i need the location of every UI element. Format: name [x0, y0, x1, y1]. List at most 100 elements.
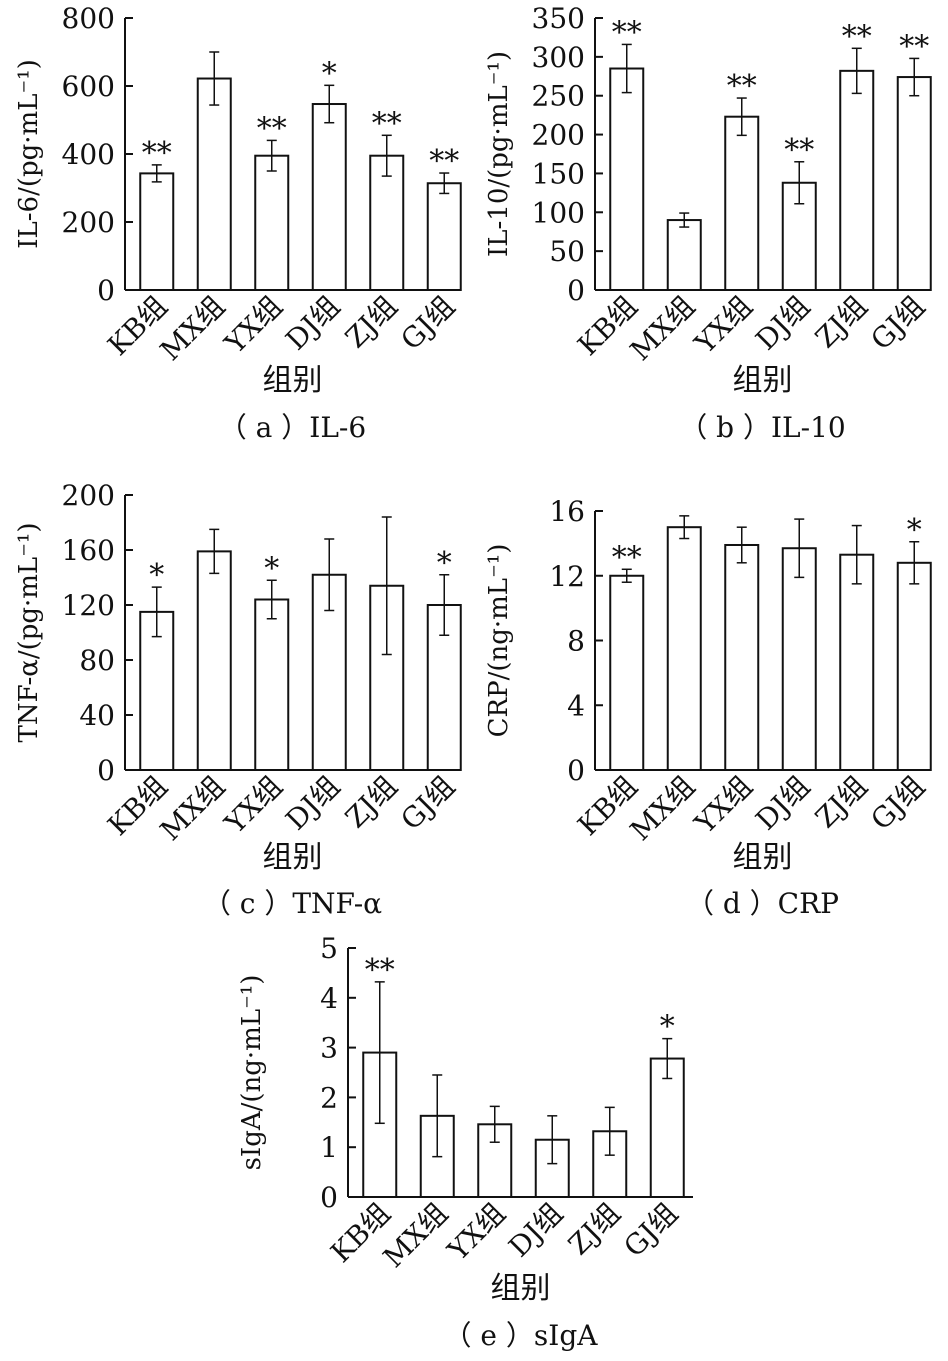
chart-caption: （ b ）IL-10 — [679, 411, 845, 444]
x-tick-label: GJ组 — [617, 1197, 684, 1264]
significance-mark: * — [660, 1010, 675, 1045]
significance-mark: * — [907, 513, 922, 548]
y-axis-label: TNF-α/(pg·mL⁻¹) — [14, 523, 44, 743]
y-tick-label: 0 — [567, 274, 585, 307]
significance-mark: * — [322, 56, 337, 91]
bar-YX组 — [724, 115, 760, 291]
y-tick-label: 1 — [320, 1131, 338, 1164]
x-tick-label: DJ组 — [279, 290, 346, 357]
x-tick-label: ZJ组 — [809, 770, 874, 835]
chart-caption: （ d ）CRP — [686, 887, 839, 920]
bar-ZJ组 — [839, 69, 875, 291]
x-tick-label: MX组 — [154, 770, 232, 848]
y-tick-label: 4 — [567, 689, 585, 722]
x-axis-label: 组别 — [733, 840, 793, 875]
y-axis-label: IL-6/(pg·mL⁻¹) — [14, 59, 44, 249]
y-tick-label: 350 — [532, 2, 585, 35]
x-tick-label: YX组 — [688, 290, 759, 361]
x-tick-label: DJ组 — [749, 770, 816, 837]
chart-panel-5: 012345sIgA/(ng·mL⁻¹)**KB组MX组YX组DJ组ZJ组*GJ… — [237, 932, 693, 1352]
y-tick-label: 300 — [532, 41, 585, 74]
bar-YX组 — [254, 598, 290, 771]
chart-caption: （ e ）sIgA — [444, 1319, 599, 1352]
bar-ZJ组 — [369, 154, 405, 291]
y-tick-label: 80 — [79, 644, 115, 677]
x-tick-label: ZJ组 — [339, 770, 404, 835]
x-axis-label: 组别 — [263, 840, 323, 875]
y-tick-label: 4 — [320, 982, 338, 1015]
y-tick-label: 0 — [97, 754, 115, 787]
bar-MX组 — [666, 219, 702, 291]
chart-caption: （ c ）TNF-α — [203, 887, 382, 920]
x-tick-label: YX组 — [218, 770, 289, 841]
y-tick-label: 160 — [62, 534, 115, 567]
bar-DJ组 — [311, 103, 347, 291]
y-tick-label: 150 — [532, 157, 585, 190]
x-tick-label: YX组 — [441, 1197, 512, 1268]
bar-GJ组 — [426, 182, 462, 292]
chart-caption: （ a ）IL-6 — [219, 411, 366, 444]
x-tick-label: MX组 — [624, 290, 702, 368]
x-tick-label: ZJ组 — [562, 1197, 627, 1262]
y-tick-label: 50 — [549, 235, 585, 268]
bar-GJ组 — [896, 561, 932, 771]
bar-DJ组 — [781, 547, 817, 772]
x-tick-label: ZJ组 — [339, 290, 404, 355]
significance-mark: ** — [727, 69, 757, 104]
y-tick-label: 400 — [62, 138, 115, 171]
significance-mark: ** — [429, 144, 459, 179]
y-tick-label: 12 — [549, 560, 585, 593]
x-tick-label: MX组 — [154, 290, 232, 368]
bar-MX组 — [196, 550, 232, 771]
x-tick-label: GJ组 — [394, 290, 461, 357]
significance-mark: ** — [842, 19, 872, 54]
bar-MX组 — [196, 77, 232, 291]
y-tick-label: 5 — [320, 932, 338, 965]
significance-mark: ** — [142, 136, 172, 171]
significance-mark: * — [264, 551, 279, 586]
bar-GJ组 — [426, 604, 462, 771]
x-tick-label: YX组 — [688, 770, 759, 841]
y-tick-label: 0 — [567, 754, 585, 787]
y-tick-label: 100 — [532, 196, 585, 229]
x-tick-label: MX组 — [377, 1197, 455, 1275]
bar-ZJ组 — [839, 553, 875, 771]
y-tick-label: 0 — [320, 1181, 338, 1214]
significance-mark: ** — [372, 106, 402, 141]
bar-KB组 — [139, 610, 175, 771]
x-tick-label: GJ组 — [864, 290, 931, 357]
y-tick-label: 8 — [567, 625, 585, 658]
x-tick-label: GJ组 — [394, 770, 461, 837]
x-tick-label: DJ组 — [502, 1197, 569, 1264]
significance-mark: ** — [612, 540, 642, 575]
significance-mark: ** — [257, 111, 287, 146]
x-axis-label: 组别 — [263, 363, 323, 398]
x-axis-label: 组别 — [733, 363, 793, 398]
y-tick-label: 40 — [79, 699, 115, 732]
significance-mark: ** — [365, 953, 395, 988]
bar-KB组 — [609, 67, 645, 291]
y-tick-label: 200 — [532, 119, 585, 152]
significance-mark: ** — [784, 133, 814, 168]
bar-GJ组 — [896, 76, 932, 292]
significance-mark: * — [149, 558, 164, 593]
y-tick-label: 200 — [62, 206, 115, 239]
x-tick-label: DJ组 — [279, 770, 346, 837]
y-axis-label: sIgA/(ng·mL⁻¹) — [237, 975, 267, 1171]
y-tick-label: 800 — [62, 2, 115, 35]
significance-mark: * — [437, 546, 452, 581]
significance-mark: ** — [612, 15, 642, 50]
y-tick-label: 120 — [62, 589, 115, 622]
y-tick-label: 2 — [320, 1081, 338, 1114]
y-tick-label: 200 — [62, 479, 115, 512]
y-axis-label: CRP/(ng·mL⁻¹) — [484, 544, 514, 738]
y-tick-label: 250 — [532, 80, 585, 113]
bar-YX组 — [724, 543, 760, 772]
x-tick-label: ZJ组 — [809, 290, 874, 355]
y-tick-label: 16 — [549, 495, 585, 528]
x-tick-label: DJ组 — [749, 290, 816, 357]
bar-YX组 — [254, 154, 290, 291]
x-axis-label: 组别 — [491, 1271, 551, 1306]
x-tick-label: GJ组 — [864, 770, 931, 837]
